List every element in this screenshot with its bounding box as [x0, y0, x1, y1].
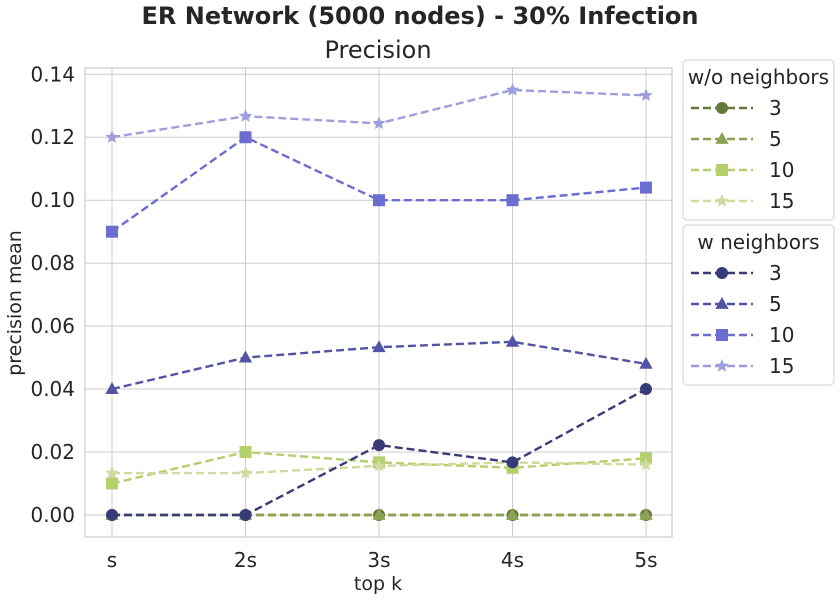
legend-label: 3: [769, 261, 782, 285]
data-point: [239, 131, 252, 144]
legend-marker: [716, 102, 728, 114]
data-point: [238, 350, 253, 363]
chart-title: ER Network (5000 nodes) - 30% Infection: [142, 2, 699, 30]
legend-box: [682, 59, 835, 221]
legend-box: [682, 224, 835, 386]
data-point: [373, 194, 385, 207]
legend-entry: 10: [691, 323, 794, 347]
legend-marker: [715, 132, 729, 144]
data-point: [372, 116, 386, 130]
plot-area: 0.00 0.02 0.04 0.06 0.08 0.10 0.12 0.14 s 2s 3s 4s 5…: [30, 62, 673, 572]
y-tick-label: 0.02: [30, 440, 75, 464]
x-tick-label: 5s: [634, 548, 657, 572]
chart-subtitle: Precision: [324, 36, 431, 64]
legend-entry: 3: [691, 96, 782, 120]
legend: w/o neighbors 3 5 10 15 w neighbors 3 5 10 15: [682, 59, 835, 386]
legend-marker: [715, 359, 729, 372]
x-tick-label: s: [107, 548, 117, 572]
legend-label: 10: [769, 158, 794, 182]
data-point: [639, 88, 653, 102]
data-point: [506, 194, 519, 207]
data-point: [640, 181, 652, 194]
y-tick-label: 0.08: [30, 251, 75, 275]
data-point: [639, 356, 653, 369]
data-point: [105, 382, 119, 394]
legend-label: 5: [769, 292, 782, 316]
legend-entry: 15: [691, 354, 794, 378]
legend-title: w/o neighbors: [688, 65, 829, 89]
legend-marker: [716, 267, 728, 279]
y-tick-label: 0.12: [30, 125, 75, 149]
legend-entry: 3: [691, 261, 782, 285]
data-point: [372, 507, 386, 520]
data-point: [106, 508, 118, 521]
series-line: [112, 388, 647, 517]
series-wneighbors-15: [105, 83, 653, 143]
y-tick-label: 0.06: [30, 314, 75, 338]
series-wneighbors-10: [106, 131, 652, 238]
series-line: [111, 135, 647, 233]
data-point: [372, 340, 386, 353]
y-tick-label: 0.00: [30, 503, 75, 527]
data-point: [238, 109, 253, 122]
data-point: [505, 334, 520, 347]
x-axis-label: top k: [354, 573, 402, 595]
x-tick-label: 4s: [501, 548, 524, 572]
y-tick-label: 0.04: [30, 377, 75, 401]
data-point: [639, 507, 653, 520]
legend-label: 3: [769, 96, 782, 120]
x-tick-label: 3s: [367, 548, 390, 572]
data-point: [106, 225, 118, 238]
data-point: [239, 508, 252, 521]
legend-group: w neighbors 3 5 10 15: [682, 224, 835, 386]
legend-entry: 15: [691, 189, 794, 213]
data-point: [639, 457, 653, 471]
y-tick-label: 0.14: [30, 62, 75, 86]
legend-marker: [715, 194, 729, 207]
legend-label: 15: [769, 354, 794, 378]
data-point: [505, 507, 520, 520]
data-point: [238, 466, 253, 479]
data-point: [640, 383, 652, 396]
legend-entry: 10: [691, 158, 794, 182]
legend-marker: [716, 329, 728, 341]
y-tick-label: 0.10: [30, 188, 75, 212]
legend-marker: [715, 297, 729, 309]
series-wneighbors-3: [106, 383, 652, 521]
legend-marker: [716, 164, 728, 176]
y-axis-label: precision mean: [4, 230, 26, 376]
legend-entry: 5: [691, 292, 782, 316]
data-point: [105, 130, 119, 143]
data-point: [373, 439, 385, 452]
x-tick-label: 2s: [234, 548, 257, 572]
legend-entry: 5: [691, 127, 782, 151]
legend-title: w neighbors: [697, 230, 819, 254]
legend-group: w/o neighbors 3 5 10 15: [682, 59, 835, 221]
data-point: [505, 83, 520, 96]
series-wneighbors-5: [105, 334, 653, 394]
legend-label: 10: [769, 323, 794, 347]
legend-label: 15: [769, 189, 794, 213]
data-point: [239, 446, 252, 459]
legend-label: 5: [769, 127, 782, 151]
data-point: [105, 466, 119, 479]
data-point: [372, 458, 386, 472]
data-point: [506, 456, 519, 469]
data-point: [106, 477, 118, 490]
